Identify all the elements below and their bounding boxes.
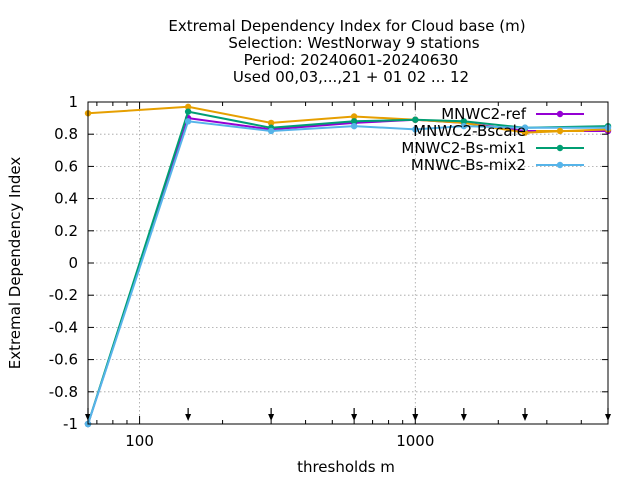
legend-entry: MNWC2-Bscale xyxy=(413,122,584,140)
title-line-2: Selection: WestNorway 9 stations xyxy=(228,34,479,52)
legend-entry: MNWC2-ref xyxy=(441,105,584,123)
threshold-arrow xyxy=(185,408,192,421)
x-tick-labels: 100 1000 xyxy=(125,432,434,450)
series-line xyxy=(87,120,608,425)
data-point xyxy=(350,122,358,130)
data-point xyxy=(412,126,419,133)
legend-marker xyxy=(556,144,564,152)
legend-marker xyxy=(556,127,564,135)
y-tick-label: 0.6 xyxy=(54,157,78,175)
y-tick-label: 0.8 xyxy=(54,125,78,143)
grid xyxy=(88,102,608,424)
x-tick-label: 1000 xyxy=(396,432,434,450)
legend-label: MNWC2-Bs-mix1 xyxy=(401,139,526,157)
title-line-1: Extremal Dependency Index for Cloud base… xyxy=(168,17,525,35)
data-point xyxy=(184,103,192,111)
legend-marker xyxy=(556,161,564,169)
data-point xyxy=(521,129,529,136)
legend-entry: MNWC-Bs-mix2 xyxy=(411,156,584,174)
chart-title: Extremal Dependency Index for Cloud base… xyxy=(168,17,525,86)
data-point xyxy=(184,118,192,125)
series-line xyxy=(87,116,608,425)
y-tick-label: 1 xyxy=(68,93,78,111)
y-axis-label: Extremal Dependency Index xyxy=(6,157,24,370)
y-tick-label: 0.2 xyxy=(54,222,78,240)
threshold-arrow xyxy=(351,408,358,421)
data-point xyxy=(350,113,358,120)
data-point xyxy=(350,118,358,125)
data-point xyxy=(460,122,468,130)
legend-label: MNWC-Bs-mix2 xyxy=(411,156,526,174)
data-point xyxy=(412,116,419,123)
threshold-arrow xyxy=(460,408,467,421)
y-tick-label: -0.6 xyxy=(49,351,78,369)
legend-marker xyxy=(556,110,564,118)
data-point xyxy=(267,119,275,127)
threshold-arrow xyxy=(268,408,275,421)
axis-ticks xyxy=(88,101,609,425)
y-tick-labels: -1 -0.8 -0.6 -0.4 -0.2 0 0.2 0.4 0.6 0.8 1 xyxy=(49,93,78,433)
y-tick-label: -0.4 xyxy=(49,318,78,336)
y-tick-label: -1 xyxy=(63,415,78,433)
data-point xyxy=(521,124,529,131)
series-line xyxy=(87,110,609,425)
threshold-arrow xyxy=(412,408,419,421)
y-tick-label: -0.2 xyxy=(49,286,78,304)
legend: MNWC2-refMNWC2-BscaleMNWC2-Bs-mix1MNWC-B… xyxy=(401,105,584,174)
title-line-3: Period: 20240601-20240630 xyxy=(244,51,459,69)
legend-label: MNWC2-ref xyxy=(441,105,526,123)
threshold-arrow xyxy=(522,408,529,421)
threshold-arrows xyxy=(85,408,611,421)
y-tick-label: 0 xyxy=(68,254,78,272)
data-point xyxy=(184,108,192,115)
y-tick-label: -0.8 xyxy=(49,383,78,401)
legend-entry: MNWC2-Bs-mix1 xyxy=(401,139,584,157)
data-point xyxy=(267,127,275,135)
y-tick-label: 0.4 xyxy=(54,190,78,208)
series-4 xyxy=(84,118,612,428)
series-line xyxy=(87,105,609,134)
series-1 xyxy=(84,114,612,428)
title-line-4: Used 00,03,...,21 + 01 02 ... 12 xyxy=(233,68,469,86)
x-axis-label: thresholds m xyxy=(297,458,395,476)
plot-frame xyxy=(87,101,609,425)
series-lines xyxy=(84,103,612,428)
x-tick-label: 100 xyxy=(125,432,154,450)
legend-label: MNWC2-Bscale xyxy=(413,122,526,140)
data-point xyxy=(460,118,468,125)
series-3 xyxy=(84,108,612,428)
